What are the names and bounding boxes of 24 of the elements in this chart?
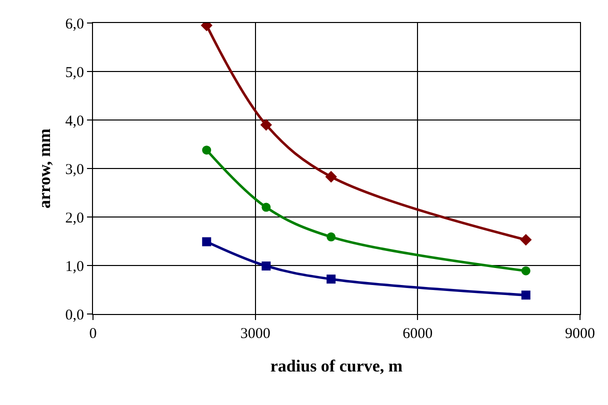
point [521, 290, 530, 300]
point [262, 261, 271, 270]
point [520, 234, 532, 246]
point [202, 237, 212, 246]
x-tick-label: 6000 [402, 326, 433, 342]
point [262, 202, 271, 212]
x-tick-label: 0 [89, 326, 97, 342]
y-tick-label: 1,0 [65, 258, 84, 275]
x-tick-label: 3000 [240, 326, 270, 342]
y-tick-label: 6,0 [65, 16, 84, 32]
point [325, 170, 337, 183]
point [521, 266, 530, 276]
x-tick-label: 9000 [565, 326, 595, 342]
y-tick-label: 5,0 [65, 64, 84, 81]
point [260, 119, 272, 131]
x-axis-title: radius of curve, m [270, 356, 403, 376]
y-axis-title: arrow, mm [34, 128, 54, 208]
point [202, 146, 212, 155]
y-tick-label: 2,0 [65, 210, 84, 226]
y-tick-label: 0,0 [65, 307, 84, 324]
y-tick-label: 4,0 [65, 113, 84, 130]
point [326, 232, 336, 242]
y-tick-label: 3,0 [65, 162, 84, 178]
point [326, 274, 336, 284]
